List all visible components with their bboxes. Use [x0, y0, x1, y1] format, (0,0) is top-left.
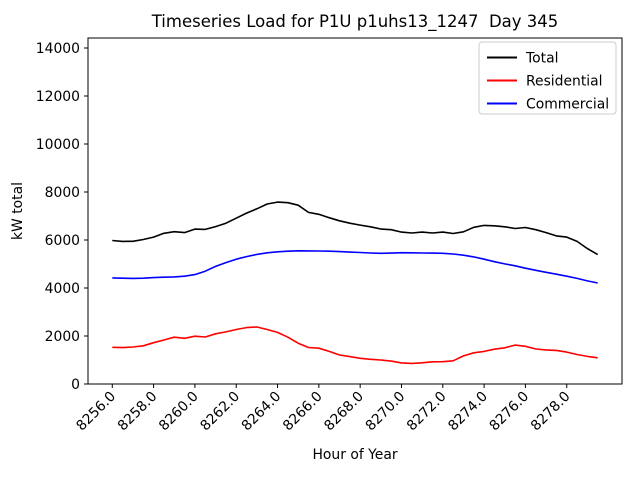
- y-tick-label: 12000: [36, 89, 80, 105]
- x-tick-label: 8258.0: [115, 389, 161, 435]
- y-tick-label: 6000: [45, 233, 80, 249]
- plot-frame: [87, 37, 623, 385]
- x-tick-label: 8266.0: [280, 389, 326, 435]
- legend-label-total: Total: [525, 51, 558, 67]
- y-tick-label: 8000: [45, 185, 80, 201]
- y-axis-label: kW total: [10, 182, 26, 240]
- x-tick-label: 8268.0: [321, 389, 367, 435]
- y-tick-label: 10000: [36, 137, 80, 153]
- legend-box: [478, 41, 617, 115]
- x-tick-label: 8260.0: [156, 389, 202, 435]
- total-line: [112, 201, 599, 256]
- chart-title: Timeseries Load for P1U p1uhs13_1247 Day…: [151, 12, 559, 32]
- x-tick-label: 8278.0: [528, 389, 574, 435]
- x-tick-label: 8264.0: [239, 389, 285, 435]
- x-tick-label: 8270.0: [363, 389, 409, 435]
- legend: Total Residential Commercial: [478, 41, 617, 115]
- x-tick-label: 8276.0: [487, 389, 533, 435]
- y-tick-label: 4000: [45, 281, 80, 297]
- legend-label-residential: Residential: [526, 74, 603, 90]
- legend-label-commercial: Commercial: [526, 97, 609, 113]
- commercial-line: [112, 250, 598, 284]
- y-tick-label: 2000: [45, 329, 80, 345]
- x-tick-label: 8274.0: [445, 389, 491, 435]
- x-tick-label: 8256.0: [73, 389, 119, 435]
- x-tick-label: 8272.0: [404, 389, 450, 435]
- x-tick-label: 8262.0: [197, 389, 243, 435]
- y-tick-label: 14000: [36, 41, 80, 57]
- residential-line: [112, 326, 598, 365]
- x-axis-label: Hour of Year: [312, 447, 397, 463]
- y-tick-label: 0: [71, 377, 80, 393]
